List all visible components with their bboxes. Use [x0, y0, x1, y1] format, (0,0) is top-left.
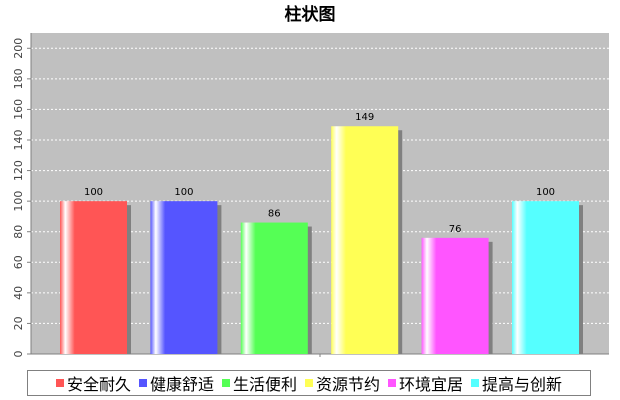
- y-tick-label: 200: [12, 38, 25, 59]
- legend: 安全耐久 健康舒适 生活便利 资源节约 环境宜居 提高与创新: [27, 370, 591, 396]
- y-axis: 0 20 40 60 80 100 120 140 160 180 200: [12, 33, 609, 358]
- chart-title: 柱状图: [285, 4, 336, 25]
- y-tick-label: 40: [12, 286, 25, 300]
- bar: [331, 126, 399, 354]
- legend-label: 环境宜居: [399, 375, 464, 394]
- legend-label: 健康舒适: [149, 375, 214, 394]
- bar-value-label: 86: [268, 209, 281, 220]
- bar: [421, 237, 489, 354]
- legend-item: 资源节约: [305, 371, 380, 395]
- bar: [512, 201, 579, 354]
- bar-value-label: 149: [355, 112, 374, 123]
- legend-item: 健康舒适: [138, 371, 214, 395]
- y-tick-label: 80: [12, 225, 25, 239]
- legend-label: 安全耐久: [66, 375, 131, 394]
- bar: [150, 201, 218, 354]
- legend-item: 安全耐久: [55, 371, 131, 395]
- bars: [60, 126, 583, 354]
- legend-label: 资源节约: [316, 375, 381, 394]
- y-tick-label: 60: [12, 255, 25, 269]
- y-tick-label: 140: [12, 130, 25, 151]
- bar: [60, 201, 127, 354]
- legend-swatch: [471, 379, 480, 387]
- bar: [240, 222, 308, 354]
- legend-swatch: [138, 379, 147, 387]
- y-tick-label: 120: [12, 160, 25, 181]
- legend-label: 生活便利: [232, 375, 297, 394]
- legend-item: 生活便利: [221, 371, 297, 395]
- legend-swatch: [388, 379, 397, 387]
- y-tick-label: 0: [12, 351, 25, 358]
- bar-value-label: 100: [84, 187, 103, 198]
- bar-value-label: 76: [449, 224, 462, 235]
- legend-swatch: [221, 379, 230, 387]
- legend-item: 提高与创新: [471, 371, 562, 395]
- data-labels: 100 100 86 149 76 100: [84, 112, 555, 235]
- legend-swatch: [55, 379, 64, 387]
- bar-value-label: 100: [174, 187, 193, 198]
- legend-swatch: [305, 379, 313, 387]
- legend-label: 提高与创新: [482, 375, 563, 394]
- y-tick-label: 160: [12, 99, 25, 120]
- y-tick-label: 20: [12, 316, 25, 330]
- y-tick-label: 100: [12, 191, 25, 212]
- y-tick-label: 180: [12, 68, 25, 89]
- legend-item: 环境宜居: [388, 371, 463, 395]
- bar-value-label: 100: [536, 187, 555, 198]
